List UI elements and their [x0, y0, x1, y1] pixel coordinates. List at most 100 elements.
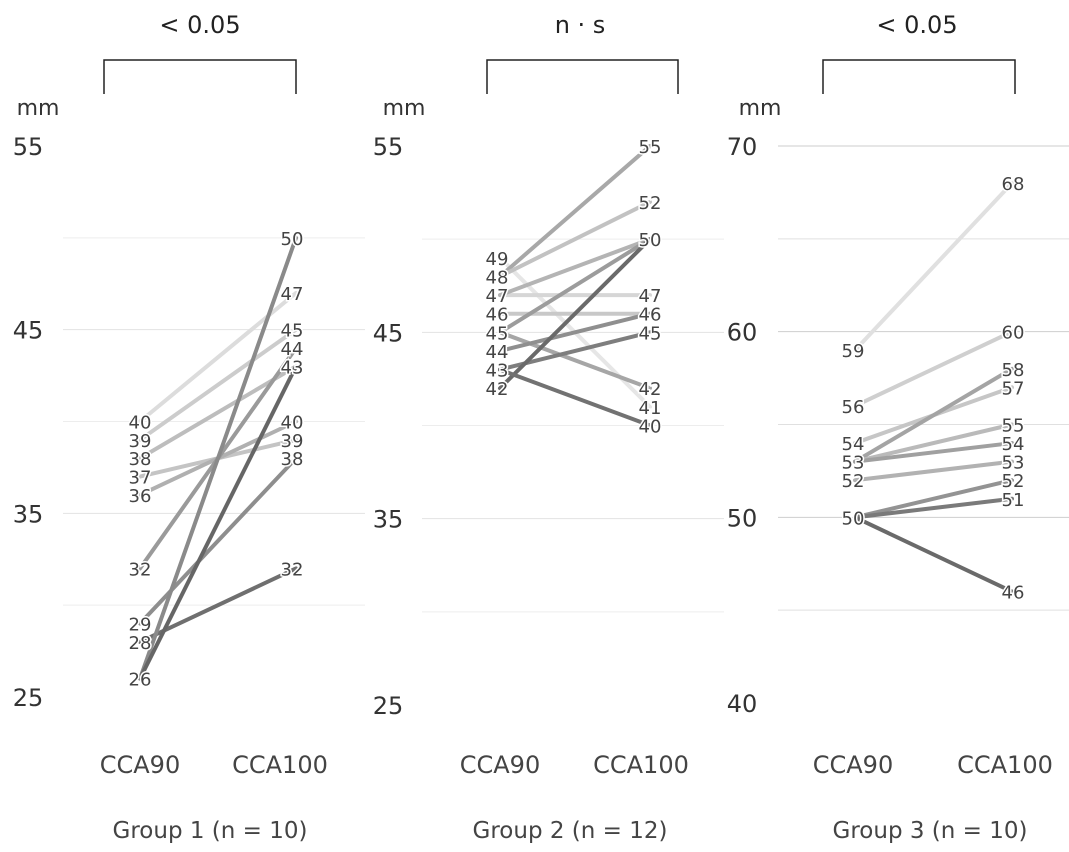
- data-label: 59: [842, 341, 865, 362]
- data-label: 39: [129, 431, 152, 452]
- data-label: 47: [281, 284, 304, 305]
- data-label: 68: [1002, 174, 1025, 195]
- series-line: [498, 367, 652, 428]
- data-label: 52: [639, 193, 662, 214]
- series-line: [498, 144, 652, 279]
- group-title: Group 2 (n = 12): [473, 818, 668, 844]
- y-tick-label: 70: [727, 133, 758, 161]
- y-tick-label: 50: [727, 504, 758, 532]
- data-label: 40: [281, 413, 304, 434]
- data-label: 60: [1002, 323, 1025, 344]
- series-line: [138, 364, 298, 681]
- series-line: [853, 422, 1014, 464]
- data-label: 42: [639, 379, 662, 400]
- y-tick-label: 60: [727, 319, 758, 347]
- data-label: 45: [639, 323, 662, 344]
- series-line: [853, 181, 1014, 353]
- data-label: 54: [842, 434, 865, 455]
- y-tick-label: 55: [373, 133, 404, 161]
- data-label: 36: [129, 486, 152, 507]
- data-label: 42: [486, 379, 509, 400]
- data-label: 38: [281, 449, 304, 470]
- data-label: 45: [486, 323, 509, 344]
- data-label: 50: [639, 230, 662, 251]
- data-label: 37: [129, 468, 152, 489]
- series-line: [498, 199, 652, 279]
- data-label: 58: [1002, 360, 1025, 381]
- data-label: 52: [1002, 471, 1025, 492]
- significance-label: < 0.05: [876, 11, 957, 39]
- y-tick-label: 25: [373, 692, 404, 720]
- significance-bracket: [103, 59, 297, 94]
- data-label: 40: [639, 417, 662, 438]
- data-label: 40: [129, 413, 152, 434]
- series-line: [853, 441, 1014, 464]
- data-label: 43: [281, 357, 304, 378]
- y-axis-unit: mm: [739, 96, 782, 121]
- y-tick-label: 35: [13, 500, 44, 528]
- data-label: 41: [639, 398, 662, 419]
- data-label: 50: [281, 229, 304, 250]
- data-label: 50: [842, 508, 865, 529]
- data-label: 46: [486, 305, 509, 326]
- series-line: [853, 515, 1014, 594]
- data-label: 26: [129, 670, 152, 691]
- y-tick-label: 45: [373, 319, 404, 347]
- data-label: 55: [1002, 416, 1025, 437]
- series-line: [853, 366, 1014, 464]
- group-title: Group 1 (n = 10): [113, 818, 308, 844]
- data-label: 56: [842, 397, 865, 418]
- data-label: 32: [281, 559, 304, 580]
- x-category-label: CCA100: [232, 751, 328, 779]
- group-title: Group 3 (n = 10): [833, 818, 1028, 844]
- x-category-label: CCA100: [957, 751, 1053, 779]
- y-tick-label: 55: [13, 133, 44, 161]
- significance-label: < 0.05: [159, 11, 240, 39]
- series-line: [138, 456, 298, 626]
- data-label: 52: [842, 471, 865, 492]
- data-label: 53: [842, 453, 865, 474]
- x-category-label: CCA90: [460, 751, 540, 779]
- data-label: 46: [1002, 583, 1025, 604]
- data-label: 44: [486, 342, 509, 363]
- data-label: 57: [1002, 378, 1025, 399]
- data-label: 44: [281, 339, 304, 360]
- series-line: [498, 237, 652, 391]
- data-label: 45: [281, 321, 304, 342]
- y-axis-unit: mm: [17, 96, 60, 121]
- x-category-label: CCA100: [593, 751, 689, 779]
- data-label: 48: [486, 267, 509, 288]
- data-label: 51: [1002, 490, 1025, 511]
- y-tick-label: 35: [373, 506, 404, 534]
- data-label: 43: [486, 361, 509, 382]
- data-label: 28: [129, 633, 152, 654]
- y-tick-label: 45: [13, 317, 44, 345]
- series-line: [498, 237, 652, 298]
- data-label: 38: [129, 449, 152, 470]
- significance-bracket: [486, 59, 679, 94]
- x-category-label: CCA90: [813, 751, 893, 779]
- data-label: 49: [486, 249, 509, 270]
- data-label: 55: [639, 137, 662, 158]
- y-tick-label: 40: [727, 690, 758, 718]
- data-label: 53: [1002, 453, 1025, 474]
- series-line: [853, 496, 1014, 520]
- series-line: [853, 478, 1014, 520]
- data-label: 29: [129, 615, 152, 636]
- series-line: [498, 330, 652, 391]
- data-label: 39: [281, 431, 304, 452]
- series-line: [853, 459, 1014, 483]
- series-line: [498, 237, 652, 335]
- y-axis-unit: mm: [383, 96, 426, 121]
- data-label: 32: [129, 559, 152, 580]
- data-label: 47: [639, 286, 662, 307]
- data-label: 47: [486, 286, 509, 307]
- data-label: 54: [1002, 434, 1025, 455]
- significance-label: n · s: [555, 11, 606, 39]
- series-line: [853, 329, 1014, 408]
- series-line: [138, 327, 298, 442]
- series-line: [138, 235, 298, 681]
- series-line: [138, 290, 298, 424]
